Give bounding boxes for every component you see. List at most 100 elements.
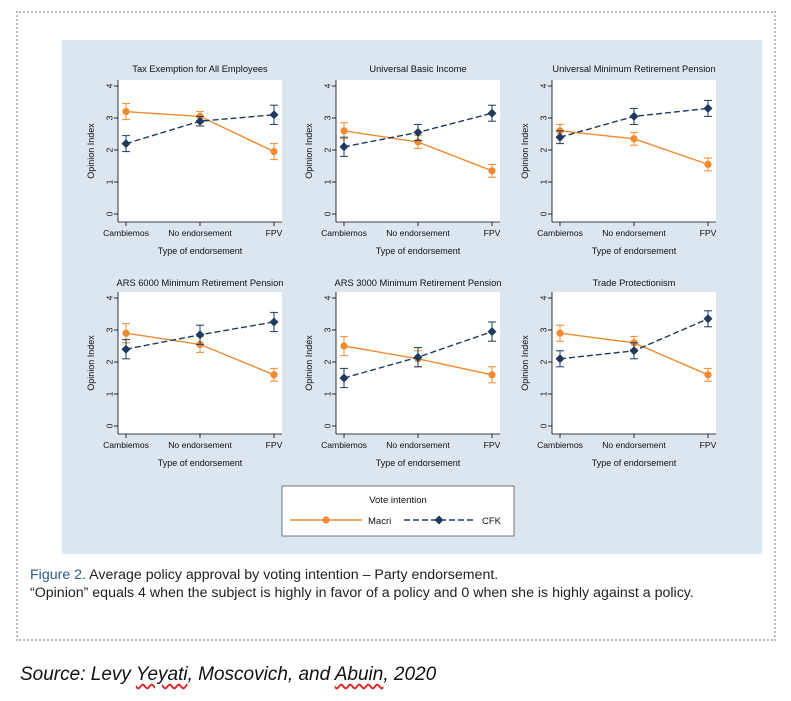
chart-panel-3: Universal Minimum Retirement Pension 0 1 2 3… [520,64,717,256]
data-point [122,329,130,337]
y-tick-label: 3 [104,115,114,120]
data-point [704,160,712,168]
x-tick-label: No endorsement [168,228,232,238]
data-point [195,116,205,126]
plot-background [118,80,282,222]
data-point [488,371,496,379]
y-tick-label: 0 [104,423,114,428]
x-axis-label: Type of endorsement [376,246,461,256]
series-cfk [121,311,279,360]
x-tick-label: Cambiemos [321,440,367,450]
x-axis-label: Type of endorsement [592,246,677,256]
x-tick-label: Cambiemos [103,440,149,450]
data-point [122,108,130,116]
data-point [270,371,278,379]
x-tick-label: FPV [484,440,501,450]
data-point [340,127,348,135]
y-tick-label: 2 [104,147,114,152]
chart-panel-2: Universal Basic Income 0 1 2 3 4 Opinion Index… [304,64,501,256]
caption-note: “Opinion” equals 4 when the subject is h… [30,585,694,601]
y-tick-label: 1 [104,391,114,396]
data-point [556,329,564,337]
x-tick-label: No endorsement [602,228,666,238]
y-tick-label: 4 [538,83,548,88]
caption-label: Figure 2. [30,567,86,583]
x-tick-label: FPV [700,228,717,238]
y-tick-label: 2 [104,359,114,364]
y-tick-label: 3 [538,327,548,332]
y-axis-label: Opinion Index [520,123,530,179]
chart-title: ARS 3000 Minimum Retirement Pension [335,278,502,288]
data-point [269,317,279,327]
x-tick-label: Cambiemos [537,228,583,238]
data-point [340,342,348,350]
data-point [487,108,497,118]
x-tick-label: Cambiemos [321,228,367,238]
source-line: Source: Levy Yeyati, Moscovich, and Abui… [20,664,436,686]
data-point [629,111,639,121]
x-tick-label: FPV [266,440,283,450]
x-tick-label: No endorsement [386,228,450,238]
series-cfk [555,310,713,368]
series-macri [340,122,496,178]
y-tick-label: 4 [104,83,114,88]
y-tick-label: 3 [538,115,548,120]
y-tick-label: 2 [322,359,332,364]
x-tick-label: No endorsement [602,440,666,450]
y-tick-label: 0 [322,423,332,428]
series-cfk [121,104,279,153]
chart-panel-1: Tax Exemption for All Employees 0 1 2 3 4 Opin… [86,64,283,256]
x-tick-label: Cambiemos [103,228,149,238]
plot-background [552,80,716,222]
source-prefix: Source: Levy [20,664,136,685]
chart-title: Universal Minimum Retirement Pension [552,64,715,74]
y-axis-label: Opinion Index [86,123,96,179]
y-tick-label: 4 [322,83,332,88]
x-tick-label: FPV [484,228,501,238]
y-axis-label: Opinion Index [304,123,314,179]
y-tick-label: 1 [104,179,114,184]
y-tick-label: 3 [322,115,332,120]
x-axis-label: Type of endorsement [158,458,243,468]
y-tick-label: 3 [104,327,114,332]
legend-macri-marker [322,516,330,524]
y-axis-label: Opinion Index [520,335,530,391]
x-axis-label: Type of endorsement [158,246,243,256]
y-tick-label: 0 [538,211,548,216]
caption-text: Average policy approval by voting intent… [89,567,499,583]
chart-panel-4: ARS 6000 Minimum Retirement Pension 0 1 2 3 4… [86,278,283,468]
data-point [121,344,131,354]
data-point [270,148,278,156]
y-tick-label: 4 [104,295,114,300]
y-axis-label: Opinion Index [304,335,314,391]
data-point [269,110,279,120]
x-tick-label: No endorsement [168,440,232,450]
chart-title: Trade Protectionism [593,278,676,288]
x-tick-label: No endorsement [386,440,450,450]
data-point [555,132,565,142]
data-point [703,314,713,324]
plot-background [118,292,282,434]
x-tick-label: FPV [700,440,717,450]
y-tick-label: 2 [538,359,548,364]
series-cfk [339,321,497,389]
chart-title: Tax Exemption for All Employees [132,64,268,74]
legend: Vote intention Macri CFK [281,485,515,537]
y-tick-label: 1 [538,391,548,396]
y-tick-label: 2 [322,147,332,152]
series-cfk [555,99,713,145]
plot-background [552,292,716,434]
data-point [339,373,349,383]
data-point [413,127,423,137]
data-point [630,135,638,143]
source-author-3: Abuin [334,664,384,685]
series-cfk [339,104,497,157]
data-point [703,103,713,113]
data-point [629,346,639,356]
chart-panel-6: Trade Protectionism 0 1 2 3 4 Opinion Index Cam… [520,278,717,468]
figure-caption: Figure 2. Average policy approval by vot… [30,566,770,602]
y-tick-label: 1 [322,391,332,396]
chart-title: ARS 6000 Minimum Retirement Pension [117,278,284,288]
x-axis-label: Type of endorsement [376,458,461,468]
